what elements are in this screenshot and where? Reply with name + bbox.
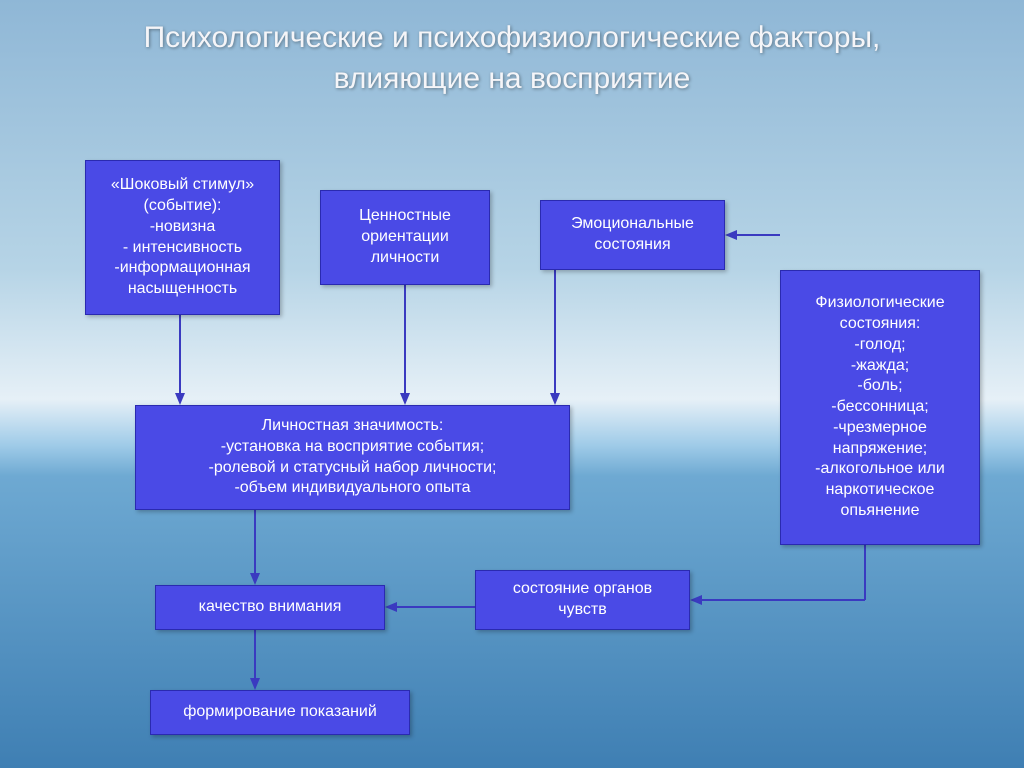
box-physio: Физиологическиесостояния:-голод;-жажда;-… [780,270,980,545]
box-values: Ценностныеориентацииличности [320,190,490,285]
box-line: -объем индивидуального опыта [234,478,470,499]
box-line: состояния [594,235,670,256]
box-line: -боль; [857,376,902,397]
box-line: -бессонница; [831,397,928,418]
box-line: Эмоциональные [571,214,694,235]
diagram-title: Психологические и психофизиологические ф… [0,18,1024,99]
box-line: -голод; [854,335,905,356]
box-shock: «Шоковый стимул»(событие):-новизна- инте… [85,160,280,315]
box-emotions: Эмоциональныесостояния [540,200,725,270]
box-line: -установка на восприятие события; [221,437,484,458]
box-line: качество внимания [199,597,342,618]
box-line: «Шоковый стимул» [111,175,254,196]
box-line: - интенсивность [123,238,242,259]
box-line: наркотическое [826,480,935,501]
box-line: личности [371,248,440,269]
box-line: состояние органов [513,579,652,600]
box-attention: качество внимания [155,585,385,630]
box-line: чувств [558,600,606,621]
box-line: -ролевой и статусный набор личности; [209,458,497,479]
box-line: (событие): [143,196,221,217]
box-line: -информационная [114,258,250,279]
box-line: Личностная значимость: [262,416,444,437]
box-line: состояния: [840,314,921,335]
box-line: опьянение [841,501,920,522]
diagram-canvas: Психологические и психофизиологические ф… [0,0,1024,768]
box-line: -чрезмерное [833,418,927,439]
box-line: Ценностные [359,206,451,227]
box-line: ориентации [361,227,449,248]
box-testimony: формирование показаний [150,690,410,735]
box-personal: Личностная значимость:-установка на восп… [135,405,570,510]
box-line: напряжение; [833,439,928,460]
box-line: насыщенность [128,279,237,300]
title-line: Психологические и психофизиологические ф… [0,18,1024,59]
box-line: -жажда; [851,356,909,377]
box-line: -новизна [150,217,216,238]
box-line: формирование показаний [183,702,377,723]
title-line: влияющие на восприятие [0,59,1024,100]
box-line: -алкогольное или [815,459,945,480]
box-senses: состояние органовчувств [475,570,690,630]
box-line: Физиологические [815,293,944,314]
